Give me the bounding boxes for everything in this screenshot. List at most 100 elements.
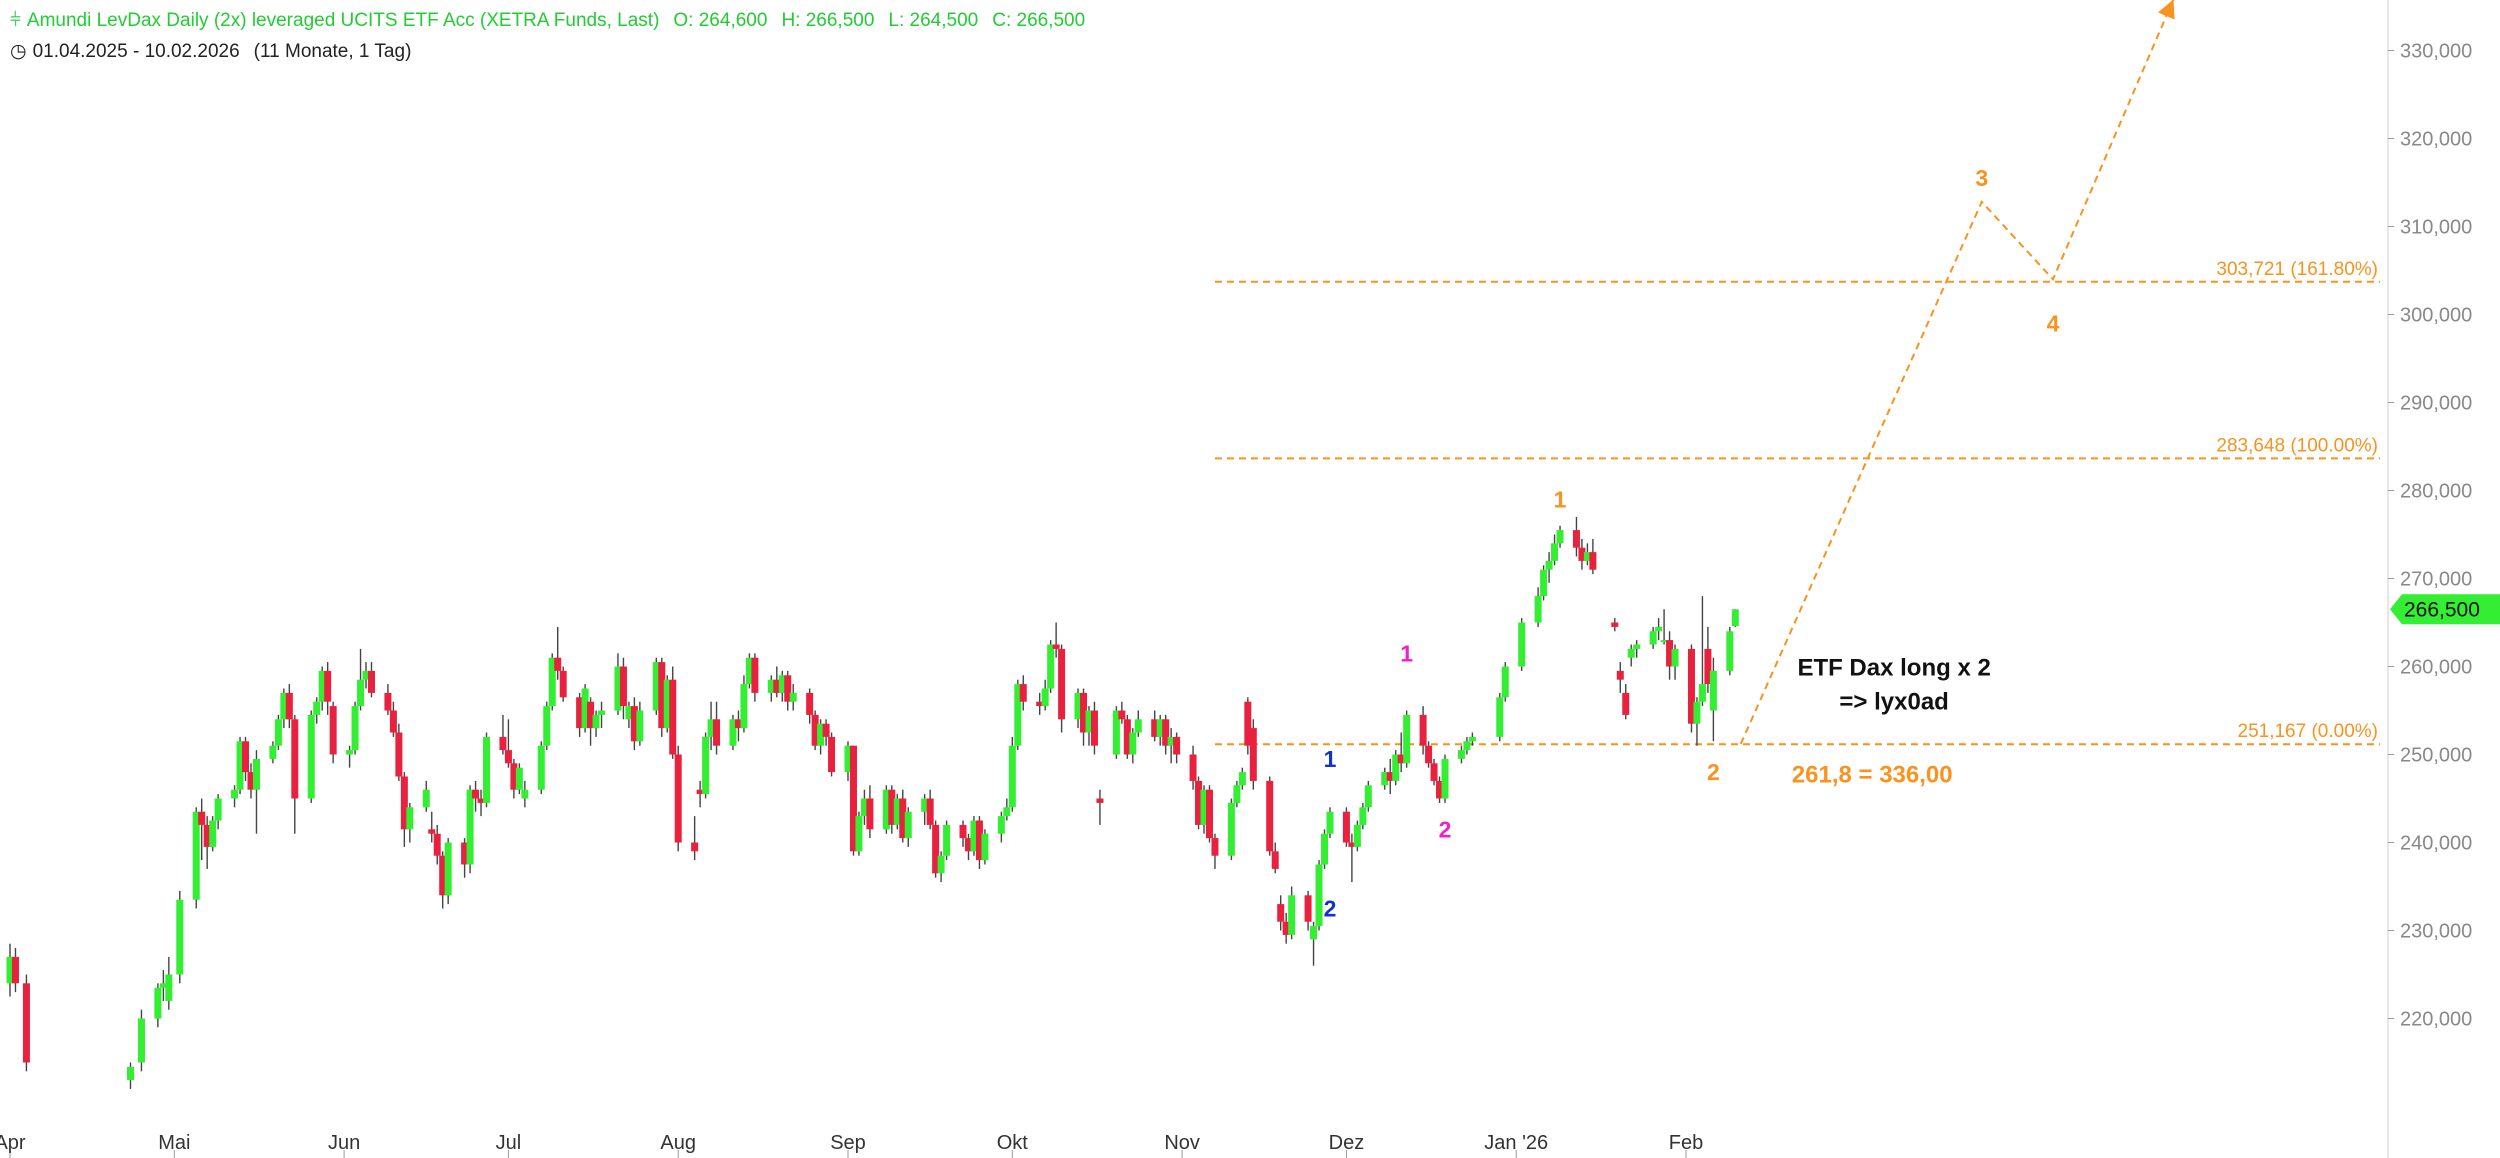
candle-body xyxy=(1622,692,1630,715)
candle-body xyxy=(1726,631,1734,671)
time-tick-label: Aug xyxy=(660,1132,696,1154)
price-tick-label: 330,000 xyxy=(2400,41,2472,63)
wave-label-orange: 1 xyxy=(1554,486,1567,512)
ohlc-high: H: 266,500 xyxy=(781,10,875,31)
time-tick-label: Dez xyxy=(1329,1132,1365,1154)
candle-body xyxy=(1304,895,1312,922)
candle-body xyxy=(860,798,868,817)
indicator-icon[interactable]: ⫩ xyxy=(10,10,21,31)
annotation-text: ETF Dax long x 2 xyxy=(1797,654,1990,681)
candle-body xyxy=(346,750,354,755)
candle-body xyxy=(1627,648,1635,658)
price-tick-label: 260,000 xyxy=(2400,657,2472,679)
candle-body xyxy=(844,745,852,773)
candle-body xyxy=(970,820,978,852)
candle-body xyxy=(1655,626,1663,632)
candle-body xyxy=(543,706,551,746)
candle-body xyxy=(165,974,173,1001)
candle-body xyxy=(997,816,1005,834)
candle-body xyxy=(1425,745,1433,764)
time-tick-label: Jun xyxy=(328,1132,360,1154)
candle-body xyxy=(1019,684,1027,702)
candle-body xyxy=(1211,838,1219,856)
price-tick-label: 220,000 xyxy=(2400,1009,2472,1031)
candle-body xyxy=(1392,754,1400,781)
wave-label-magenta: 1 xyxy=(1400,640,1413,666)
candle-body xyxy=(280,692,288,720)
candle-body xyxy=(504,750,512,764)
candle-body xyxy=(1085,710,1093,733)
candle-body xyxy=(510,763,518,790)
candle-body xyxy=(745,657,753,685)
candle-body xyxy=(252,758,260,790)
candle-body xyxy=(247,772,255,790)
candle-body xyxy=(400,776,408,830)
time-tick-label: Jan '26 xyxy=(1484,1132,1548,1154)
fib-level-label: 251,167 (0.00%) xyxy=(2238,721,2379,742)
candle-body xyxy=(1205,789,1213,839)
candle-body xyxy=(559,670,567,698)
candle-body xyxy=(1397,754,1405,764)
candle-body xyxy=(1381,772,1389,786)
candle-body xyxy=(433,833,441,856)
candles xyxy=(6,516,1739,1089)
time-tick-label: Okt xyxy=(997,1132,1029,1154)
candle-body xyxy=(192,811,200,900)
candle-body xyxy=(674,754,682,843)
candle-body xyxy=(537,745,545,790)
candle-body xyxy=(806,692,814,715)
time-tick-label: Mai xyxy=(158,1132,190,1154)
candle-body xyxy=(899,798,907,839)
candle-body xyxy=(466,789,474,865)
candle-body xyxy=(11,956,19,984)
time-tick-label: Sep xyxy=(830,1132,866,1154)
candle-body xyxy=(428,829,436,834)
candle-body xyxy=(587,701,595,729)
candle-body xyxy=(1008,745,1016,808)
candle-body xyxy=(154,987,162,1019)
candle-body xyxy=(784,675,792,702)
wave-label-blue: 1 xyxy=(1324,746,1337,772)
candle-body xyxy=(959,824,967,839)
candle-body xyxy=(817,723,825,746)
candle-body xyxy=(1364,785,1372,808)
candle-body xyxy=(1386,772,1394,781)
candle-body xyxy=(1244,701,1252,746)
candle-body xyxy=(702,736,710,795)
candle-body xyxy=(357,679,365,707)
wave-label-orange: 2 xyxy=(1707,759,1720,785)
candle-body xyxy=(1649,631,1657,645)
price-tick-label: 270,000 xyxy=(2400,569,2472,591)
candle-body xyxy=(483,736,491,803)
candle-body xyxy=(1200,789,1208,825)
candle-body xyxy=(822,723,830,737)
candle-body xyxy=(1463,741,1471,751)
candle-body xyxy=(619,666,627,707)
candle-body xyxy=(1611,622,1619,627)
candle-body xyxy=(1036,701,1044,707)
candle-body xyxy=(1156,719,1164,737)
candle-body xyxy=(1288,895,1296,935)
candle-body xyxy=(22,983,30,1063)
candle-body xyxy=(1118,710,1126,720)
time-tick-label: Feb xyxy=(1669,1132,1703,1154)
price-tick-label: 310,000 xyxy=(2400,217,2472,239)
candle-body xyxy=(1173,736,1181,755)
time-tick-label: Nov xyxy=(1164,1132,1200,1154)
candle-body xyxy=(1496,697,1504,737)
fib-level-label: 283,648 (100.00%) xyxy=(2216,435,2378,456)
candle-body xyxy=(242,741,250,773)
candle-body xyxy=(1123,719,1131,755)
candle-body xyxy=(291,719,299,799)
projection-arrowhead xyxy=(2158,0,2175,20)
candle-body xyxy=(1468,736,1476,742)
last-price-marker xyxy=(2390,594,2500,625)
candle-body xyxy=(789,692,797,702)
candle-body xyxy=(598,710,606,715)
candle-body xyxy=(1090,710,1098,746)
candle-body xyxy=(1403,714,1411,764)
candle-body xyxy=(313,701,321,715)
candle-body xyxy=(1540,569,1548,597)
candle-body xyxy=(1457,750,1465,759)
